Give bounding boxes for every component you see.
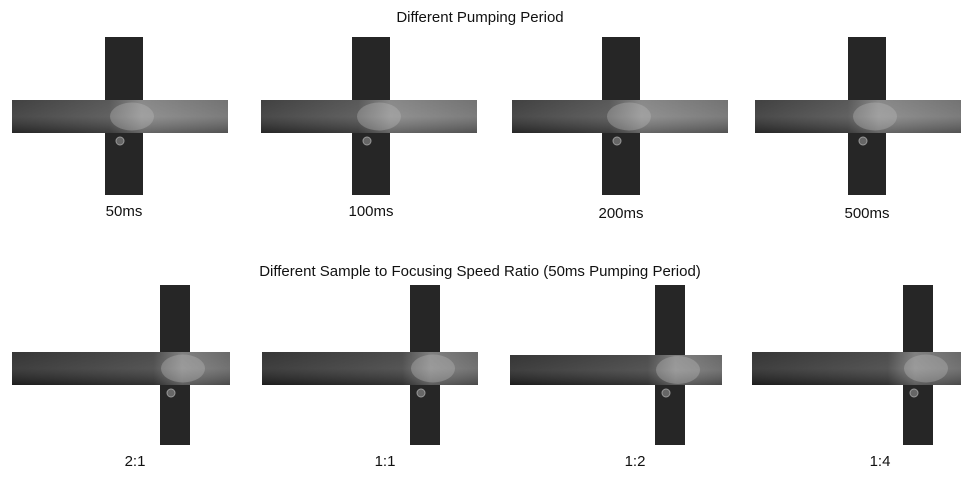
channel-shading	[262, 352, 478, 385]
junction-glow	[904, 354, 948, 383]
junction-glow	[853, 102, 897, 131]
panel-label: 50ms	[106, 203, 143, 220]
channel-shading	[261, 100, 477, 133]
row-title: Different Pumping Period	[396, 9, 563, 26]
row-title: Different Sample to Focusing Speed Ratio…	[259, 263, 701, 280]
junction-glow	[357, 102, 401, 131]
cross-channel	[12, 37, 228, 195]
cross-channel	[752, 285, 961, 445]
channel-shading	[12, 100, 228, 133]
cross-channel	[12, 285, 230, 445]
particle	[661, 388, 671, 398]
junction-glow	[411, 354, 455, 383]
particle	[362, 136, 372, 146]
junction-glow	[656, 356, 700, 384]
particle	[115, 136, 125, 146]
channel-shading	[752, 352, 961, 385]
particle	[909, 388, 919, 398]
junction-glow	[161, 354, 205, 383]
cross-channel	[262, 285, 478, 445]
panel-label: 200ms	[598, 205, 643, 222]
cross-channel	[512, 37, 728, 195]
panel-label: 1:2	[625, 453, 646, 470]
junction-glow	[110, 102, 154, 131]
particle	[416, 388, 426, 398]
panel-label: 1:1	[375, 453, 396, 470]
cross-channel	[755, 37, 961, 195]
panel-label: 1:4	[870, 453, 891, 470]
panel-label: 100ms	[348, 203, 393, 220]
panel-label: 2:1	[125, 453, 146, 470]
panel-label: 500ms	[844, 205, 889, 222]
channel-shading	[512, 100, 728, 133]
cross-channel	[261, 37, 477, 195]
cross-channel	[510, 285, 722, 445]
particle	[858, 136, 868, 146]
junction-glow	[607, 102, 651, 131]
channel-shading	[755, 100, 961, 133]
channel-shading	[510, 355, 722, 385]
particle	[612, 136, 622, 146]
channel-shading	[12, 352, 230, 385]
particle	[166, 388, 176, 398]
